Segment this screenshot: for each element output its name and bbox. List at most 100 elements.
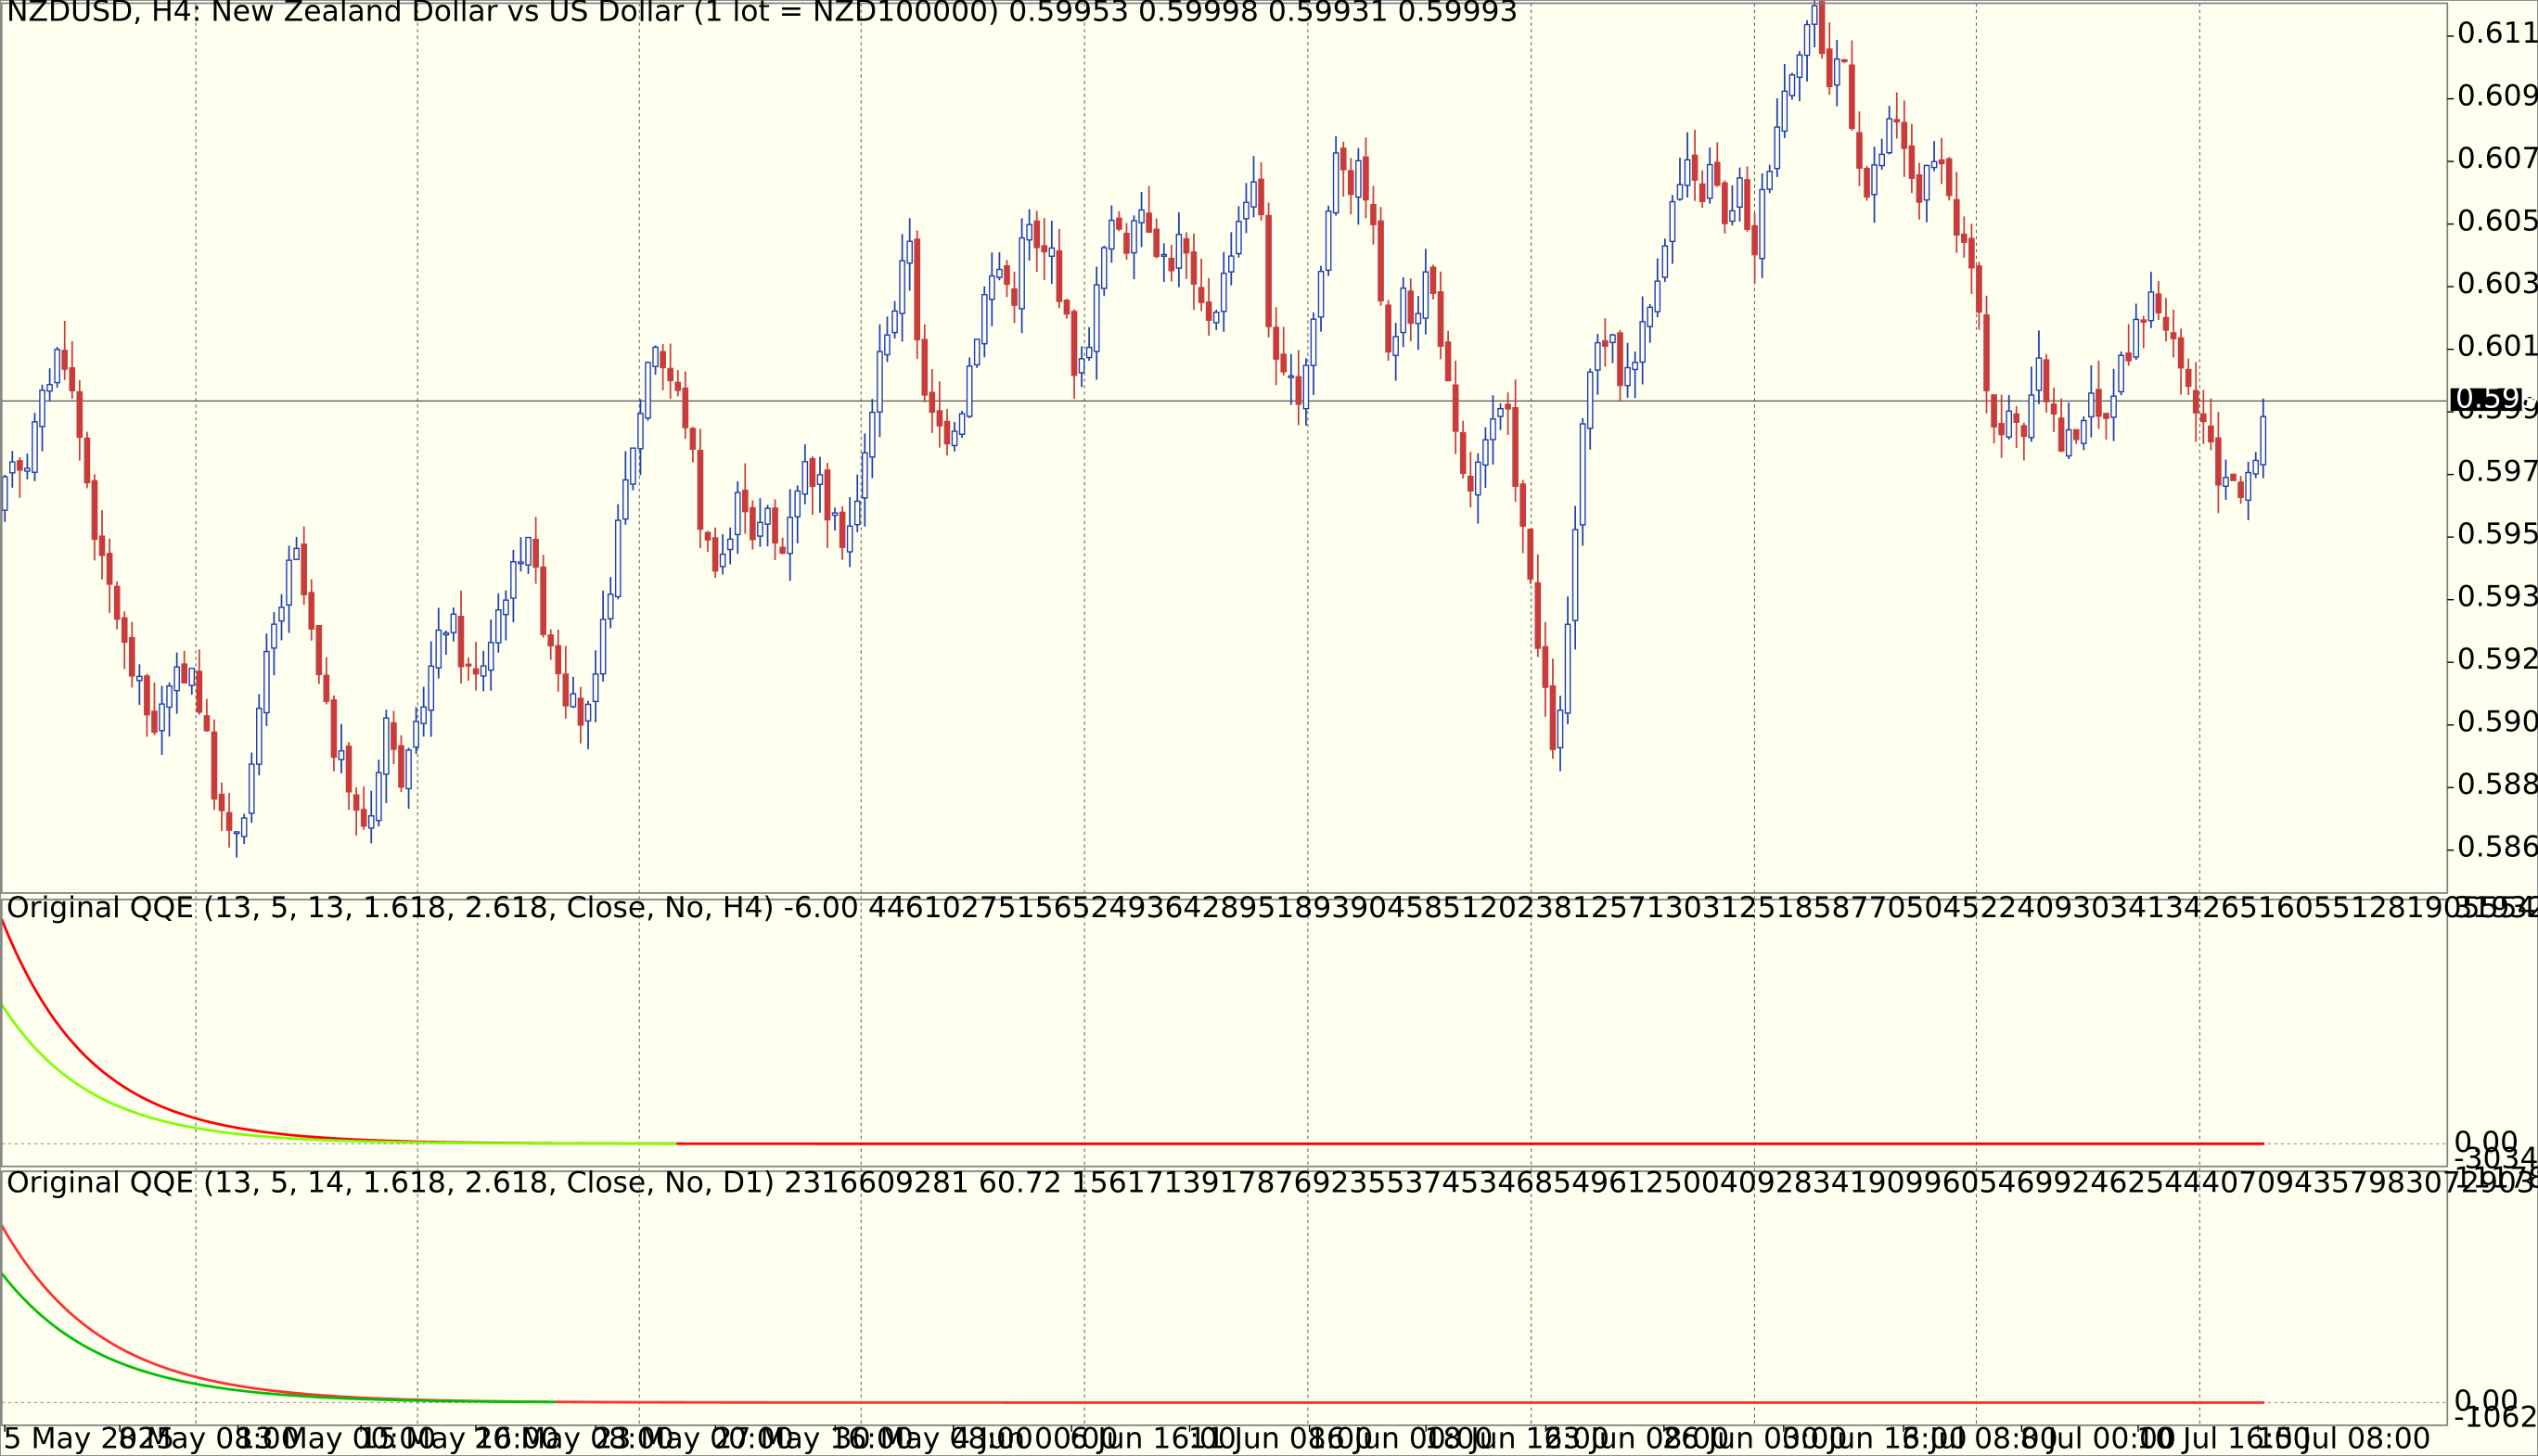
candle-body bbox=[1250, 181, 1257, 208]
time-tick-label: 23 May 00:00 bbox=[594, 1422, 793, 1455]
candle-body bbox=[1317, 271, 1325, 318]
candle-body bbox=[532, 539, 539, 568]
candle-body bbox=[2096, 389, 2102, 417]
candle-body bbox=[503, 599, 509, 616]
candle-body bbox=[181, 663, 188, 683]
candle-body bbox=[1549, 685, 1557, 750]
candle-body bbox=[1512, 406, 1519, 487]
qqe-line bbox=[0, 1224, 2265, 1404]
candle-body bbox=[2177, 337, 2185, 369]
candle-body bbox=[764, 507, 771, 525]
candle-body bbox=[1048, 247, 1056, 257]
candle-body bbox=[1190, 251, 1198, 285]
price-tick-label: 0.60910 bbox=[2457, 80, 2538, 113]
candle-body bbox=[1400, 287, 1407, 334]
time-tick-label: 20 May 08:00 bbox=[474, 1422, 673, 1455]
candle-body bbox=[1586, 371, 1594, 429]
candle-body bbox=[24, 467, 31, 472]
candle-body bbox=[151, 710, 158, 734]
candle-body bbox=[1878, 153, 1885, 167]
candle-body bbox=[1856, 132, 1863, 169]
time-tick-label: 15 May 16:00 bbox=[359, 1422, 558, 1455]
candle-body bbox=[1976, 265, 1982, 313]
candle-body bbox=[293, 547, 300, 560]
candle-body bbox=[622, 479, 629, 520]
candle-body bbox=[1968, 237, 1975, 269]
candle-body bbox=[1557, 709, 1564, 748]
time-tick-label: 11 Jun 08:00 bbox=[1188, 1422, 1373, 1455]
candle-body bbox=[211, 731, 218, 800]
candle-body bbox=[1041, 245, 1048, 253]
price-tick-label: 0.60150 bbox=[2457, 330, 2538, 364]
candle-body bbox=[1280, 353, 1288, 373]
candle-body bbox=[218, 793, 225, 811]
candle-body bbox=[1123, 232, 1130, 254]
candle-body bbox=[1310, 318, 1317, 366]
candle-body bbox=[1722, 182, 1728, 224]
qqe-h4-scale-bottom: -303429453 bbox=[2454, 1142, 2538, 1175]
candle-body bbox=[989, 275, 995, 300]
candle-body bbox=[906, 240, 913, 264]
candle-body bbox=[779, 546, 786, 555]
candle-body bbox=[1624, 366, 1631, 387]
candle-body bbox=[697, 450, 704, 530]
candle-body bbox=[1160, 253, 1168, 257]
qqe-d1-scale-zero: 0.00 bbox=[2454, 1385, 2519, 1418]
candle-body bbox=[1415, 313, 1422, 325]
candle-body bbox=[1901, 121, 1908, 149]
candle-body bbox=[1363, 156, 1369, 201]
candle-body bbox=[1385, 304, 1391, 353]
candle-body bbox=[1138, 209, 1145, 224]
candle-body bbox=[2072, 428, 2080, 441]
price-tick-label: 0.60720 bbox=[2457, 142, 2538, 175]
candle-body bbox=[1564, 623, 1571, 714]
time-tick-label: 16 Jun 00:00 bbox=[1308, 1422, 1493, 1455]
candle-body bbox=[398, 745, 404, 788]
candle-body bbox=[1542, 645, 1549, 688]
candle-body bbox=[1325, 210, 1332, 272]
candle-body bbox=[2065, 428, 2072, 457]
candle-body bbox=[899, 260, 905, 314]
price-tick-label: 0.58630 bbox=[2457, 831, 2538, 864]
current-price-badge bbox=[2450, 388, 2522, 412]
candle-body bbox=[413, 721, 419, 748]
candle-body bbox=[1803, 23, 1811, 57]
candle-body bbox=[375, 772, 382, 822]
candle-body bbox=[884, 334, 891, 356]
candle-body bbox=[869, 411, 876, 458]
candle-body bbox=[2192, 390, 2199, 414]
grid-lines bbox=[1, 3, 2448, 1425]
candle-body bbox=[1841, 58, 1848, 62]
candle-body bbox=[981, 294, 988, 345]
candle-body bbox=[2208, 425, 2214, 443]
candlestick-series bbox=[1, 0, 2267, 858]
candle-body bbox=[1886, 118, 1893, 154]
time-tick-label: 8 Jul 00:00 bbox=[2020, 1422, 2176, 1455]
qqe-d1-lines bbox=[0, 1224, 2265, 1404]
candle-body bbox=[1302, 364, 1310, 410]
candle-body bbox=[1452, 384, 1459, 432]
candle-body bbox=[450, 613, 457, 633]
candle-body bbox=[1392, 336, 1399, 356]
candle-body bbox=[958, 413, 966, 435]
candle-body bbox=[1422, 271, 1429, 319]
candle-body bbox=[391, 722, 397, 750]
candle-body bbox=[2245, 471, 2251, 502]
candle-body bbox=[32, 421, 38, 473]
candle-body bbox=[831, 512, 839, 517]
candle-body bbox=[128, 636, 135, 677]
candle-body bbox=[1534, 581, 1542, 649]
candle-body bbox=[1004, 264, 1010, 286]
time-tick-label: 18 Jun 16:00 bbox=[1425, 1422, 1609, 1455]
candle-body bbox=[278, 607, 285, 622]
candle-body bbox=[46, 384, 53, 392]
candle-body bbox=[2013, 413, 2020, 423]
candle-body bbox=[1378, 220, 1384, 301]
candle-body bbox=[1490, 418, 1496, 441]
candle-body bbox=[599, 619, 607, 675]
time-tick-label: 27 May 16:00 bbox=[714, 1422, 914, 1455]
candle-body bbox=[1998, 423, 2005, 436]
candle-body bbox=[2185, 368, 2192, 388]
